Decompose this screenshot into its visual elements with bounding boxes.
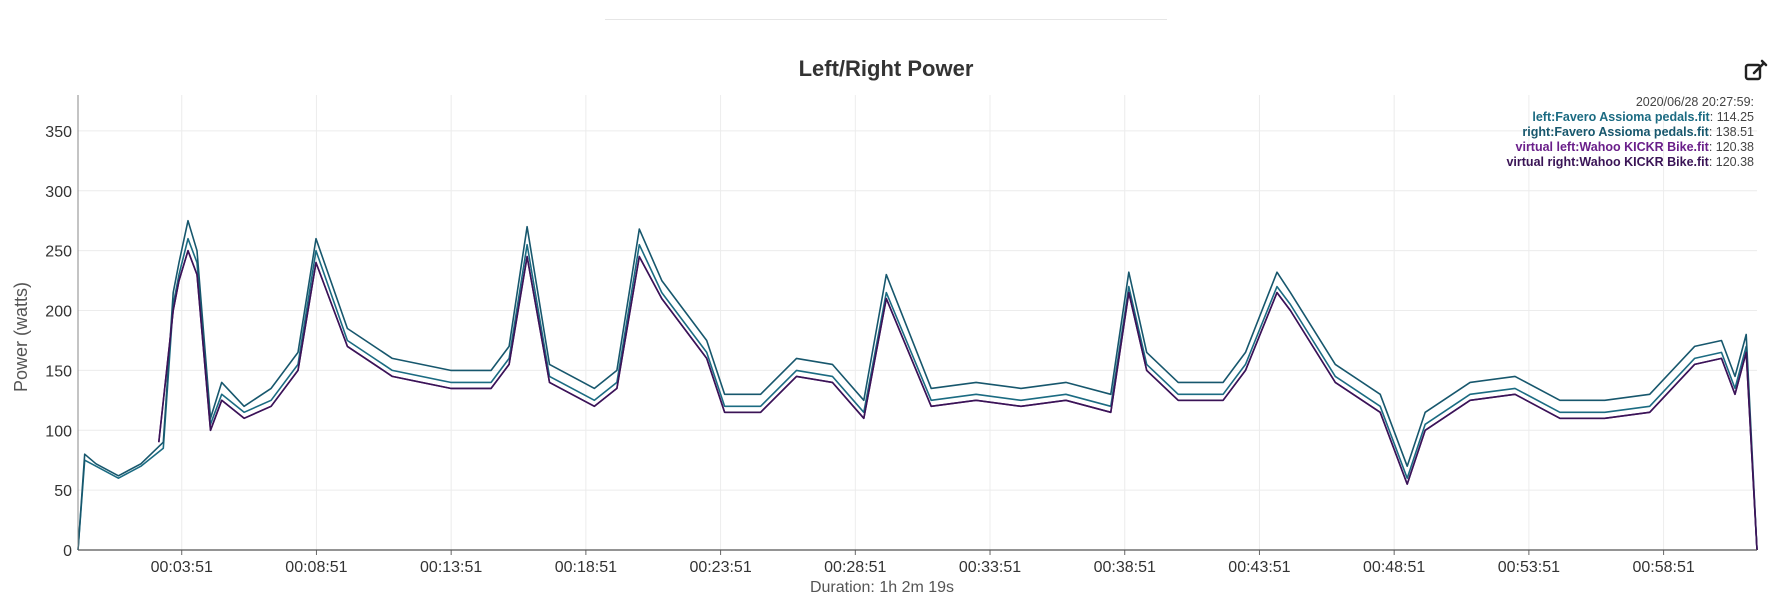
- chart-title: Left/Right Power: [798, 56, 974, 81]
- legend: 2020/06/28 20:27:59: left:Favero Assioma…: [1506, 95, 1754, 170]
- legend-entry: virtual left:Wahoo KICKR Bike.fit: 120.3…: [1506, 140, 1754, 155]
- x-tick-label: 00:28:51: [824, 559, 886, 576]
- y-tick-label: 200: [45, 304, 72, 321]
- y-tick-label: 0: [63, 543, 72, 560]
- legend-series-name: virtual left:Wahoo KICKR Bike.fit: [1515, 140, 1709, 154]
- legend-separator: :: [1708, 140, 1716, 154]
- y-tick-label: 50: [54, 483, 72, 500]
- x-tick-label: 00:23:51: [689, 559, 751, 576]
- y-tick-label: 350: [45, 124, 72, 141]
- grid: [78, 95, 1757, 551]
- y-tick-label: 300: [45, 184, 72, 201]
- legend-entry: left:Favero Assioma pedals.fit: 114.25: [1506, 110, 1754, 125]
- series-line-1: [77, 237, 1758, 551]
- legend-separator: :: [1708, 155, 1716, 169]
- x-tick-label: 00:43:51: [1228, 559, 1290, 576]
- legend-entry: right:Favero Assioma pedals.fit: 138.51: [1506, 125, 1754, 140]
- legend-series-name: virtual right:Wahoo KICKR Bike.fit: [1506, 155, 1709, 169]
- legend-series-value: 120.38: [1715, 140, 1754, 154]
- series-line-2: [77, 219, 1758, 551]
- legend-series-value: 120.38: [1715, 155, 1754, 169]
- x-tick-label: 00:18:51: [555, 559, 617, 576]
- x-tick-label: 00:38:51: [1094, 559, 1156, 576]
- legend-series-value: 138.51: [1715, 125, 1754, 139]
- y-axis-title: Power (watts): [11, 282, 31, 392]
- y-tick-label: 100: [45, 423, 72, 440]
- legend-series-value: 114.25: [1716, 110, 1754, 124]
- legend-separator: :: [1709, 110, 1717, 124]
- legend-header: 2020/06/28 20:27:59:: [1635, 95, 1754, 109]
- y-tick-label: 250: [45, 244, 72, 261]
- x-tick-label: 00:13:51: [420, 559, 482, 576]
- y-tick-label: 150: [45, 363, 72, 380]
- legend-entry: virtual right:Wahoo KICKR Bike.fit: 120.…: [1506, 155, 1754, 170]
- x-tick-label: 00:53:51: [1498, 559, 1560, 576]
- x-tick-label: 00:58:51: [1632, 559, 1694, 576]
- axes: 0 50 100 150 200 250 300 350 00:03:51 00:08:51 00:…: [45, 95, 1757, 576]
- series-line-3: [158, 249, 1758, 551]
- legend-series-name: left:Favero Assioma pedals.fit: [1532, 110, 1710, 124]
- legend-series-name: right:Favero Assioma pedals.fit: [1522, 125, 1709, 139]
- x-tick-label: 00:03:51: [151, 559, 213, 576]
- x-tick-label: 00:08:51: [285, 559, 347, 576]
- legend-separator: :: [1708, 125, 1716, 139]
- x-tick-label: 00:48:51: [1363, 559, 1425, 576]
- series-group: [77, 219, 1758, 551]
- top-divider: [605, 19, 1167, 20]
- edit-icon[interactable]: [1743, 58, 1769, 84]
- x-axis-title: Duration: 1h 2m 19s: [810, 579, 954, 596]
- series-line-4: [158, 249, 1758, 551]
- x-tick-label: 00:33:51: [959, 559, 1021, 576]
